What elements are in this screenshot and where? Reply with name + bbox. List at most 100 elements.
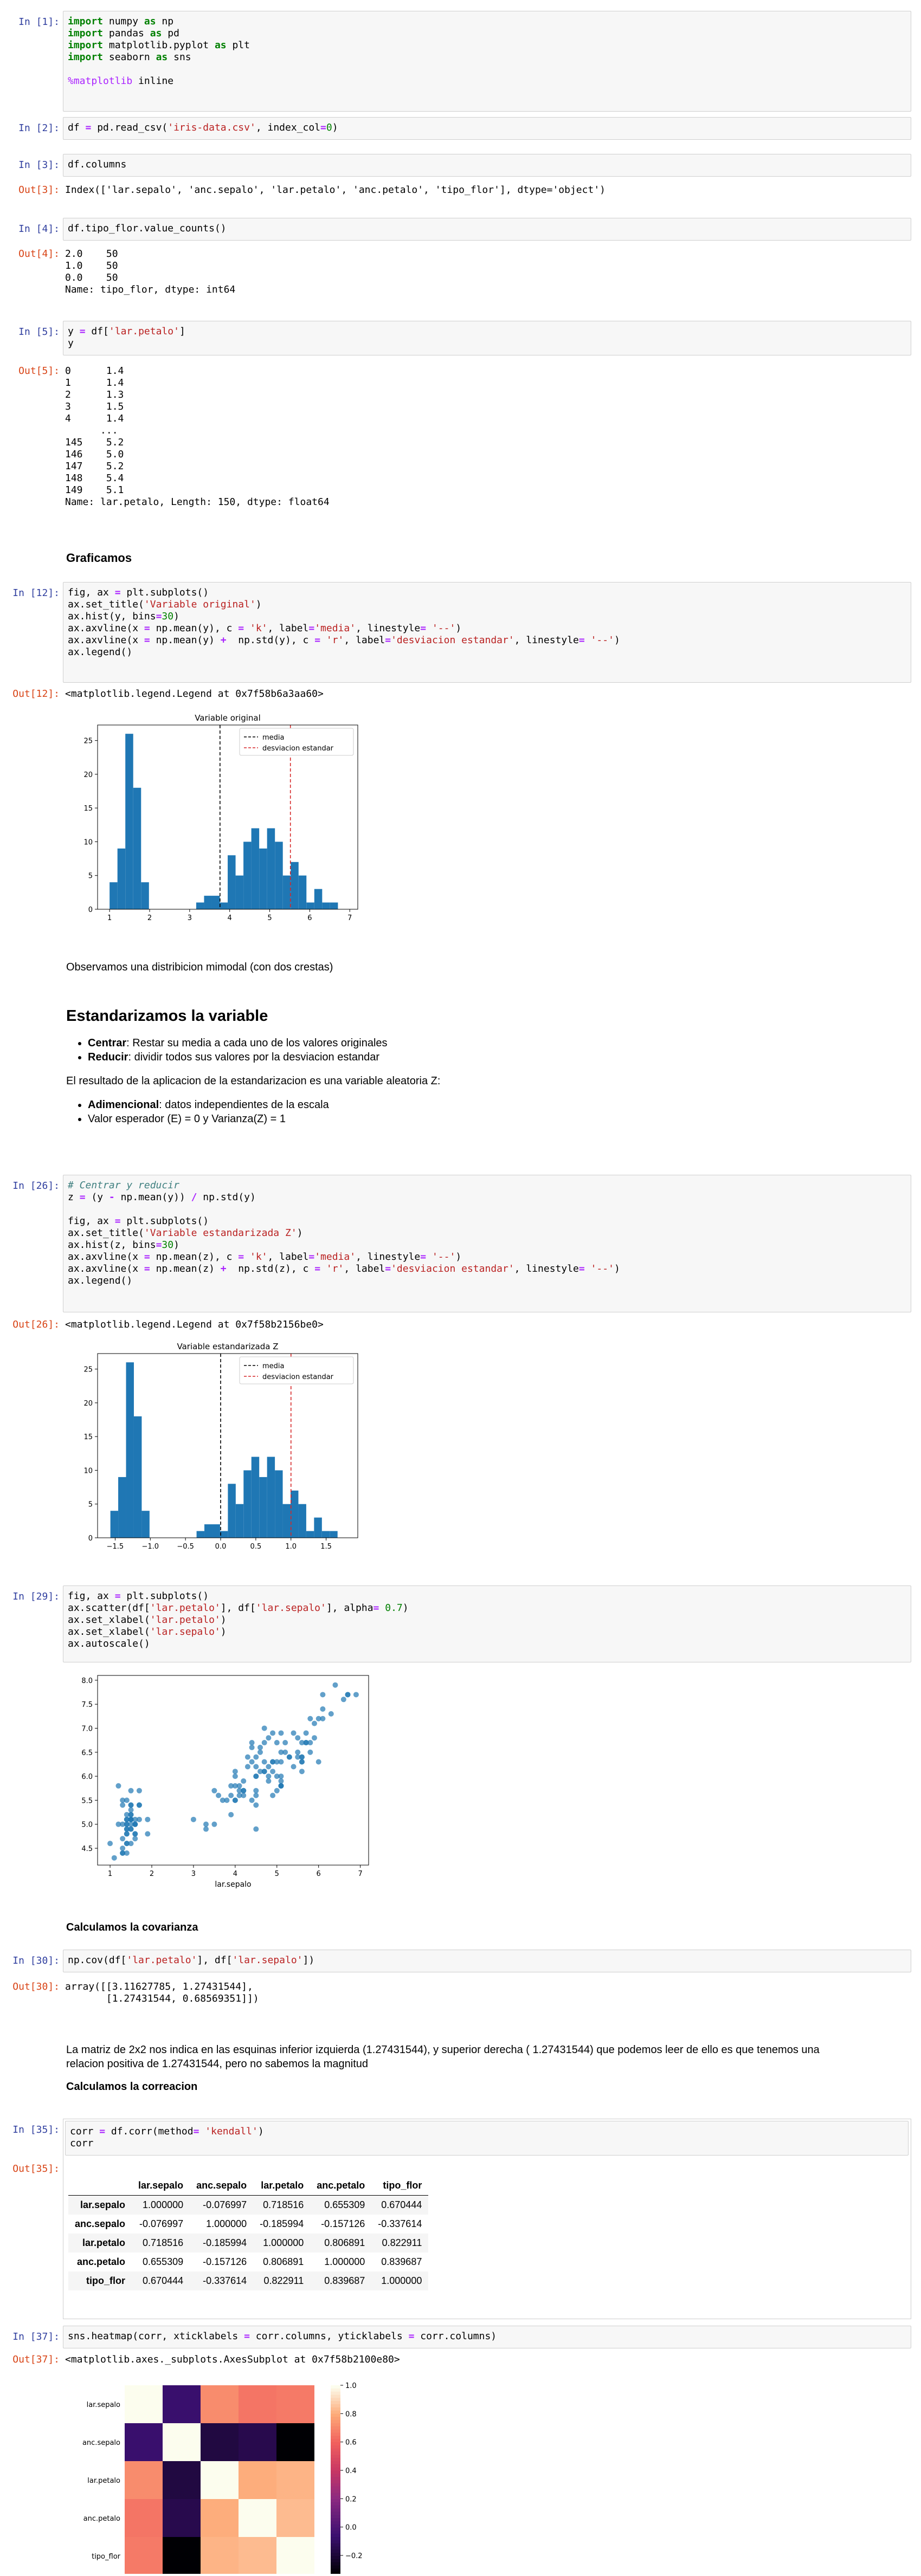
x-tick-label: 4 [228, 914, 232, 922]
scatter-point [261, 1725, 267, 1731]
table-cell: 1.000000 [324, 2256, 365, 2267]
colorbar-segment [331, 2448, 340, 2452]
cell-selection-border [63, 2119, 911, 2319]
scatter-petalo-sepalo: 1 2 3 4 5 6 7 4.5 5.0 5.5 6.0 6.5 7.0 7.5 8.0 lar.sepal… [81, 1675, 369, 1889]
y-tick-label: tipo_flor [92, 2553, 121, 2561]
input-prompt: In [5]: [18, 326, 60, 338]
heatmap-cell [201, 2385, 239, 2423]
histogram-bar [125, 734, 133, 909]
scatter-point [315, 1716, 321, 1721]
colorbar-segment [331, 2549, 340, 2553]
scatter-point [257, 1744, 263, 1750]
code-input[interactable]: import numpy as np import pandas as pd i… [63, 11, 911, 112]
scatter-point [136, 1816, 142, 1822]
list-item: Valor esperador (E) = 0 y Varianza(Z) = … [88, 1112, 879, 1126]
colorbar-segment [331, 2461, 340, 2465]
y-tick-label: 5.5 [81, 1797, 93, 1805]
scatter-point [312, 1720, 317, 1726]
scatter-point [307, 1716, 313, 1721]
scatter-point [128, 1807, 134, 1813]
x-tick-label: 5 [275, 1870, 279, 1878]
scatter-point [332, 1682, 338, 1688]
histogram-bar [220, 902, 228, 909]
scatter-point [124, 1850, 130, 1856]
colorbar-segment [331, 2543, 340, 2547]
y-tick-label: lar.sepalo [87, 2401, 120, 2409]
histogram-bar [306, 902, 314, 909]
scatter-point [270, 1769, 276, 1775]
y-tick-label: 5 [88, 872, 93, 881]
y-tick-label: 25 [83, 1366, 93, 1374]
x-tick-label: 7 [347, 914, 352, 922]
table-cell: 1.000000 [206, 2218, 247, 2229]
scatter-point [299, 1769, 305, 1775]
heatmap-cell [276, 2385, 314, 2423]
scatter-point [274, 1774, 280, 1779]
code-input[interactable]: fig, ax = plt.subplots() ax.set_title('V… [63, 582, 911, 683]
cell-output: 2.0 50 1.0 50 0.0 50 Name: tipo_flor, dt… [65, 248, 236, 295]
x-tick-label: 5 [267, 914, 272, 922]
legend-label: media [262, 1362, 285, 1370]
scatter-point [307, 1749, 313, 1755]
scatter-point [278, 1730, 284, 1736]
column-header: lar.petalo [253, 2176, 311, 2196]
colorbar-segment [331, 2534, 340, 2538]
scatter-point [266, 1735, 272, 1741]
colorbar-segment [331, 2527, 340, 2531]
histogram-bar [196, 902, 204, 909]
y-tick-label: 5 [88, 1501, 93, 1509]
colorbar-segment [331, 2404, 340, 2408]
code-input[interactable]: df.columns [63, 154, 911, 177]
colorbar-segment [331, 2493, 340, 2496]
colorbar-segment [331, 2489, 340, 2493]
scatter-point [282, 1740, 288, 1746]
code-input[interactable]: df.tipo_flor.value_counts() [63, 218, 911, 241]
heading-covarianza: Calculamos la covarianza [66, 1921, 198, 1933]
code-input[interactable]: y = df['lar.petalo'] y [63, 321, 911, 355]
scatter-point [232, 1774, 238, 1779]
colorbar-segment [331, 2442, 340, 2446]
input-prompt: In [26]: [12, 1180, 60, 1192]
colorbar-segment [331, 2562, 340, 2566]
colorbar-segment [331, 2530, 340, 2534]
y-tick-label: anc.petalo [83, 2515, 120, 2523]
scatter-point [232, 1769, 238, 1775]
scatter-point [128, 1826, 134, 1832]
scatter-point [216, 1792, 222, 1798]
scatter-point [307, 1740, 313, 1746]
scatter-point [120, 1845, 126, 1851]
output-prompt: Out[3]: [18, 184, 60, 196]
x-axis-label: lar.sepalo [215, 1880, 251, 1889]
colorbar-segment [331, 2521, 340, 2525]
colorbar-segment [331, 2559, 340, 2563]
colorbar-segment [331, 2455, 340, 2458]
scatter-point [115, 1821, 121, 1827]
table-cell: -0.337614 [203, 2275, 247, 2286]
code-input[interactable]: df = pd.read_csv('iris-data.csv', index_… [63, 117, 911, 140]
scatter-point [128, 1816, 134, 1822]
histogram-bar [275, 842, 283, 909]
colorbar-tick-label: 0.0 [345, 2524, 357, 2532]
bullet-list-properties: Adimencional: datos independientes de la… [66, 1098, 879, 1126]
output-prompt: Out[37]: [12, 2354, 60, 2365]
heading-graficamos: Graficamos [66, 551, 132, 565]
x-tick-label: 6 [317, 1870, 321, 1878]
colorbar-segment [331, 2467, 340, 2471]
table-cell: 0.718516 [263, 2199, 304, 2210]
code-input[interactable]: corr = df.corr(method= 'kendall') corr [65, 2121, 909, 2156]
heatmap-cell [201, 2423, 239, 2461]
cell-output: <matplotlib.axes._subplots.AxesSubplot a… [65, 2354, 400, 2365]
table-cell: -0.185994 [203, 2237, 247, 2248]
code-input[interactable]: sns.heatmap(corr, xticklabels = corr.col… [63, 2326, 911, 2348]
scatter-point [211, 1821, 217, 1827]
code-input[interactable]: fig, ax = plt.subplots() ax.scatter(df['… [63, 1585, 911, 1662]
histogram-bar [259, 1477, 267, 1538]
code-input[interactable]: # Centrar y reducir z = (y - np.mean(y))… [63, 1175, 911, 1312]
scatter-point [120, 1802, 126, 1808]
legend-label: media [262, 734, 285, 742]
column-header: tipo_flor [371, 2176, 429, 2196]
table-cell: -0.185994 [260, 2218, 304, 2229]
list-item: Centrar: Restar su media a cada uno de l… [88, 1036, 879, 1050]
code-input[interactable]: np.cov(df['lar.petalo'], df['lar.sepalo'… [63, 1950, 911, 1972]
corner-cell [68, 2176, 132, 2196]
